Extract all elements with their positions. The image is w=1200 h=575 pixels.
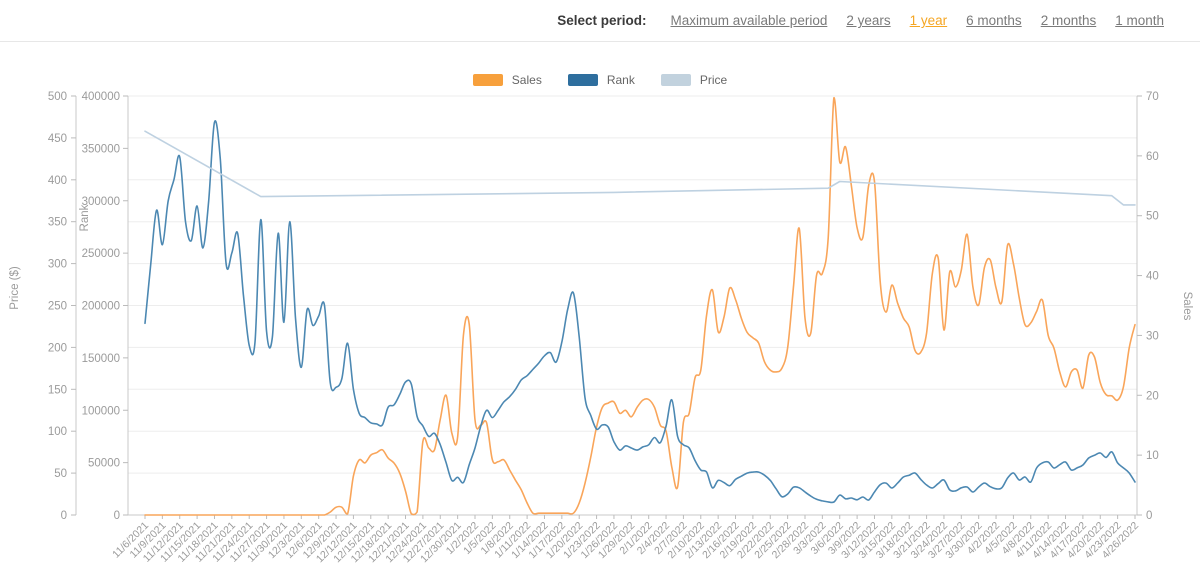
- rank-tick-label: 300000: [82, 196, 120, 208]
- rank-axis-title: Rank: [79, 204, 91, 231]
- gridlines: [128, 95, 1137, 474]
- period-selector-label: Select period:: [557, 13, 647, 28]
- legend-label: Rank: [606, 73, 635, 87]
- sales-tick-label: 70: [1146, 91, 1159, 103]
- rank-tick-label: 100000: [82, 405, 120, 417]
- legend-item-price[interactable]: Price: [660, 73, 728, 87]
- period-option-6-months[interactable]: 6 months: [966, 13, 1022, 28]
- price-tick-label: 400: [48, 175, 67, 187]
- rank-line: [144, 119, 1136, 504]
- sales-tick-label: 60: [1146, 151, 1159, 163]
- price-axis-title: Price ($): [9, 266, 21, 310]
- rank-tick-label: 400000: [82, 91, 120, 103]
- sales-swatch-icon: [472, 74, 503, 86]
- period-options: Maximum available period 2 years 1 year 6 m…: [671, 13, 1164, 28]
- period-option-maximum-available-period[interactable]: Maximum available period: [670, 13, 828, 28]
- price-tick-label: 100: [48, 426, 67, 438]
- period-option-2-months[interactable]: 2 months: [1040, 13, 1097, 28]
- price-tick-label: 150: [48, 384, 67, 396]
- sales-tick-label: 50: [1146, 211, 1159, 223]
- period-selector-bar: Select period: Maximum available period 2…: [0, 0, 1200, 42]
- rank-tick-label: 0: [114, 510, 120, 522]
- price-axis: [71, 95, 76, 516]
- sales-tick-label: 0: [1146, 510, 1152, 522]
- sales-tick-label: 30: [1146, 330, 1159, 342]
- rank-tick-label: 200000: [82, 301, 120, 313]
- period-option-2-years[interactable]: 2 years: [846, 13, 891, 28]
- sales-axis-title: Sales: [1181, 292, 1193, 321]
- legend-label: Sales: [511, 73, 542, 87]
- x-axis: [144, 515, 1136, 519]
- price-tick-label: 500: [48, 91, 67, 103]
- rank-tick-label: 50000: [88, 458, 120, 470]
- rank-axis: [123, 95, 128, 516]
- price-tick-label: 250: [48, 301, 67, 313]
- period-option-1-month[interactable]: 1 month: [1115, 13, 1164, 28]
- price-tick-label: 200: [48, 342, 67, 354]
- legend-label: Price: [699, 73, 728, 87]
- rank-tick-label: 350000: [82, 143, 120, 155]
- rank-swatch-icon: [567, 74, 598, 86]
- price-swatch-icon: [660, 74, 691, 86]
- sales-line: [144, 96, 1136, 516]
- price-tick-label: 50: [54, 468, 67, 480]
- sales-tick-label: 40: [1146, 271, 1159, 283]
- sales-tick-label: 10: [1146, 450, 1159, 462]
- sales-tick-label: 20: [1146, 390, 1159, 402]
- legend-item-rank[interactable]: Rank: [567, 73, 635, 87]
- price-tick-label: 0: [61, 510, 67, 522]
- rank-tick-label: 150000: [82, 353, 120, 365]
- rank-tick-label: 250000: [82, 248, 120, 260]
- price-tick-label: 350: [48, 217, 67, 229]
- legend-item-sales[interactable]: Sales: [472, 73, 542, 87]
- price-tick-label: 450: [48, 133, 67, 145]
- chart-legend: Sales Rank Price: [0, 73, 1200, 87]
- sales-axis: [1137, 95, 1142, 516]
- period-option-1-year[interactable]: 1 year: [909, 13, 948, 28]
- price-tick-label: 300: [48, 259, 67, 271]
- price-line: [144, 130, 1136, 206]
